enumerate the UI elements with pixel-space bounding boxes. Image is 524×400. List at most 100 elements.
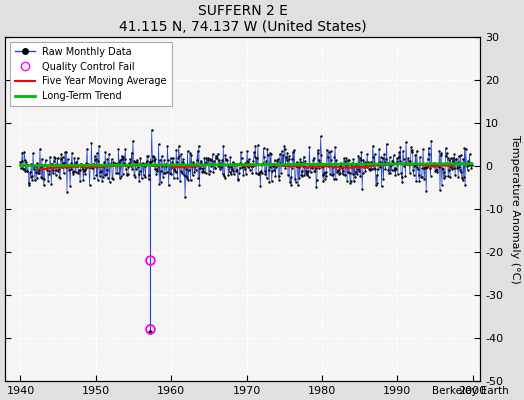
Point xyxy=(203,160,211,166)
Point xyxy=(228,159,237,165)
Point xyxy=(446,173,454,180)
Point xyxy=(191,167,200,173)
Point xyxy=(455,153,463,160)
Point xyxy=(266,164,275,170)
Point xyxy=(122,166,130,172)
Point xyxy=(251,142,259,149)
Point xyxy=(297,171,305,178)
Point xyxy=(342,155,351,162)
Point xyxy=(71,160,79,167)
Point xyxy=(26,173,35,180)
Point xyxy=(114,146,123,152)
Point xyxy=(19,166,27,172)
Point xyxy=(322,173,331,179)
Point xyxy=(301,168,310,174)
Point xyxy=(380,151,388,158)
Point xyxy=(139,160,147,166)
Point xyxy=(444,172,452,179)
Point xyxy=(300,154,308,160)
Point xyxy=(261,171,269,178)
Point xyxy=(128,166,136,172)
Point xyxy=(115,159,123,165)
Point xyxy=(230,170,238,177)
Point xyxy=(82,160,91,166)
Point xyxy=(428,162,436,168)
Point xyxy=(172,159,181,166)
Point xyxy=(176,178,184,184)
Point xyxy=(70,168,78,175)
Point xyxy=(364,159,373,165)
Point xyxy=(245,156,253,162)
Point xyxy=(457,168,465,175)
Point xyxy=(196,157,205,164)
Point xyxy=(389,152,398,159)
Point xyxy=(35,169,43,176)
Point xyxy=(236,160,245,166)
Point xyxy=(358,170,367,176)
Point xyxy=(365,167,374,173)
Point xyxy=(190,161,198,168)
Point xyxy=(67,166,75,172)
Point xyxy=(405,160,413,166)
Point xyxy=(95,143,103,149)
Point xyxy=(57,151,66,157)
Point xyxy=(137,175,146,182)
Point xyxy=(339,168,347,174)
Point xyxy=(421,164,429,171)
Y-axis label: Temperature Anomaly (°C): Temperature Anomaly (°C) xyxy=(510,134,520,283)
Point xyxy=(210,158,218,164)
Point xyxy=(321,176,329,182)
Point xyxy=(102,171,110,177)
Point xyxy=(464,158,473,164)
Point xyxy=(441,145,450,152)
Point xyxy=(178,170,186,176)
Point xyxy=(351,163,359,169)
Point xyxy=(258,161,266,168)
Point xyxy=(465,162,473,168)
Point xyxy=(87,140,95,146)
Point xyxy=(304,168,312,174)
Point xyxy=(384,160,392,166)
Point xyxy=(453,165,461,171)
Point xyxy=(418,165,427,172)
Point xyxy=(101,172,109,178)
Point xyxy=(408,149,416,156)
Point xyxy=(130,173,139,180)
Point xyxy=(31,169,40,175)
Point xyxy=(239,172,248,179)
Point xyxy=(343,157,352,164)
Point xyxy=(354,166,362,172)
Point xyxy=(308,164,316,170)
Point xyxy=(165,161,173,168)
Point xyxy=(200,155,209,161)
Point xyxy=(246,161,255,167)
Point xyxy=(384,166,392,173)
Point xyxy=(311,168,319,174)
Point xyxy=(359,157,367,163)
Point xyxy=(361,159,369,165)
Point xyxy=(227,164,235,171)
Point xyxy=(72,159,81,165)
Point xyxy=(208,162,216,168)
Point xyxy=(450,151,458,157)
Point xyxy=(23,168,31,174)
Point xyxy=(256,168,264,175)
Point xyxy=(31,177,39,184)
Point xyxy=(43,166,52,173)
Point xyxy=(60,160,69,166)
Point xyxy=(451,172,459,178)
Point xyxy=(201,160,209,166)
Point xyxy=(264,152,272,158)
Point xyxy=(140,163,149,169)
Point xyxy=(466,160,475,167)
Point xyxy=(83,146,91,152)
Point xyxy=(264,167,272,174)
Point xyxy=(203,155,212,162)
Point xyxy=(139,172,148,178)
Point xyxy=(151,156,160,162)
Point xyxy=(429,162,437,168)
Point xyxy=(272,162,281,168)
Point xyxy=(467,165,476,172)
Point xyxy=(19,166,28,172)
Point xyxy=(41,157,50,163)
